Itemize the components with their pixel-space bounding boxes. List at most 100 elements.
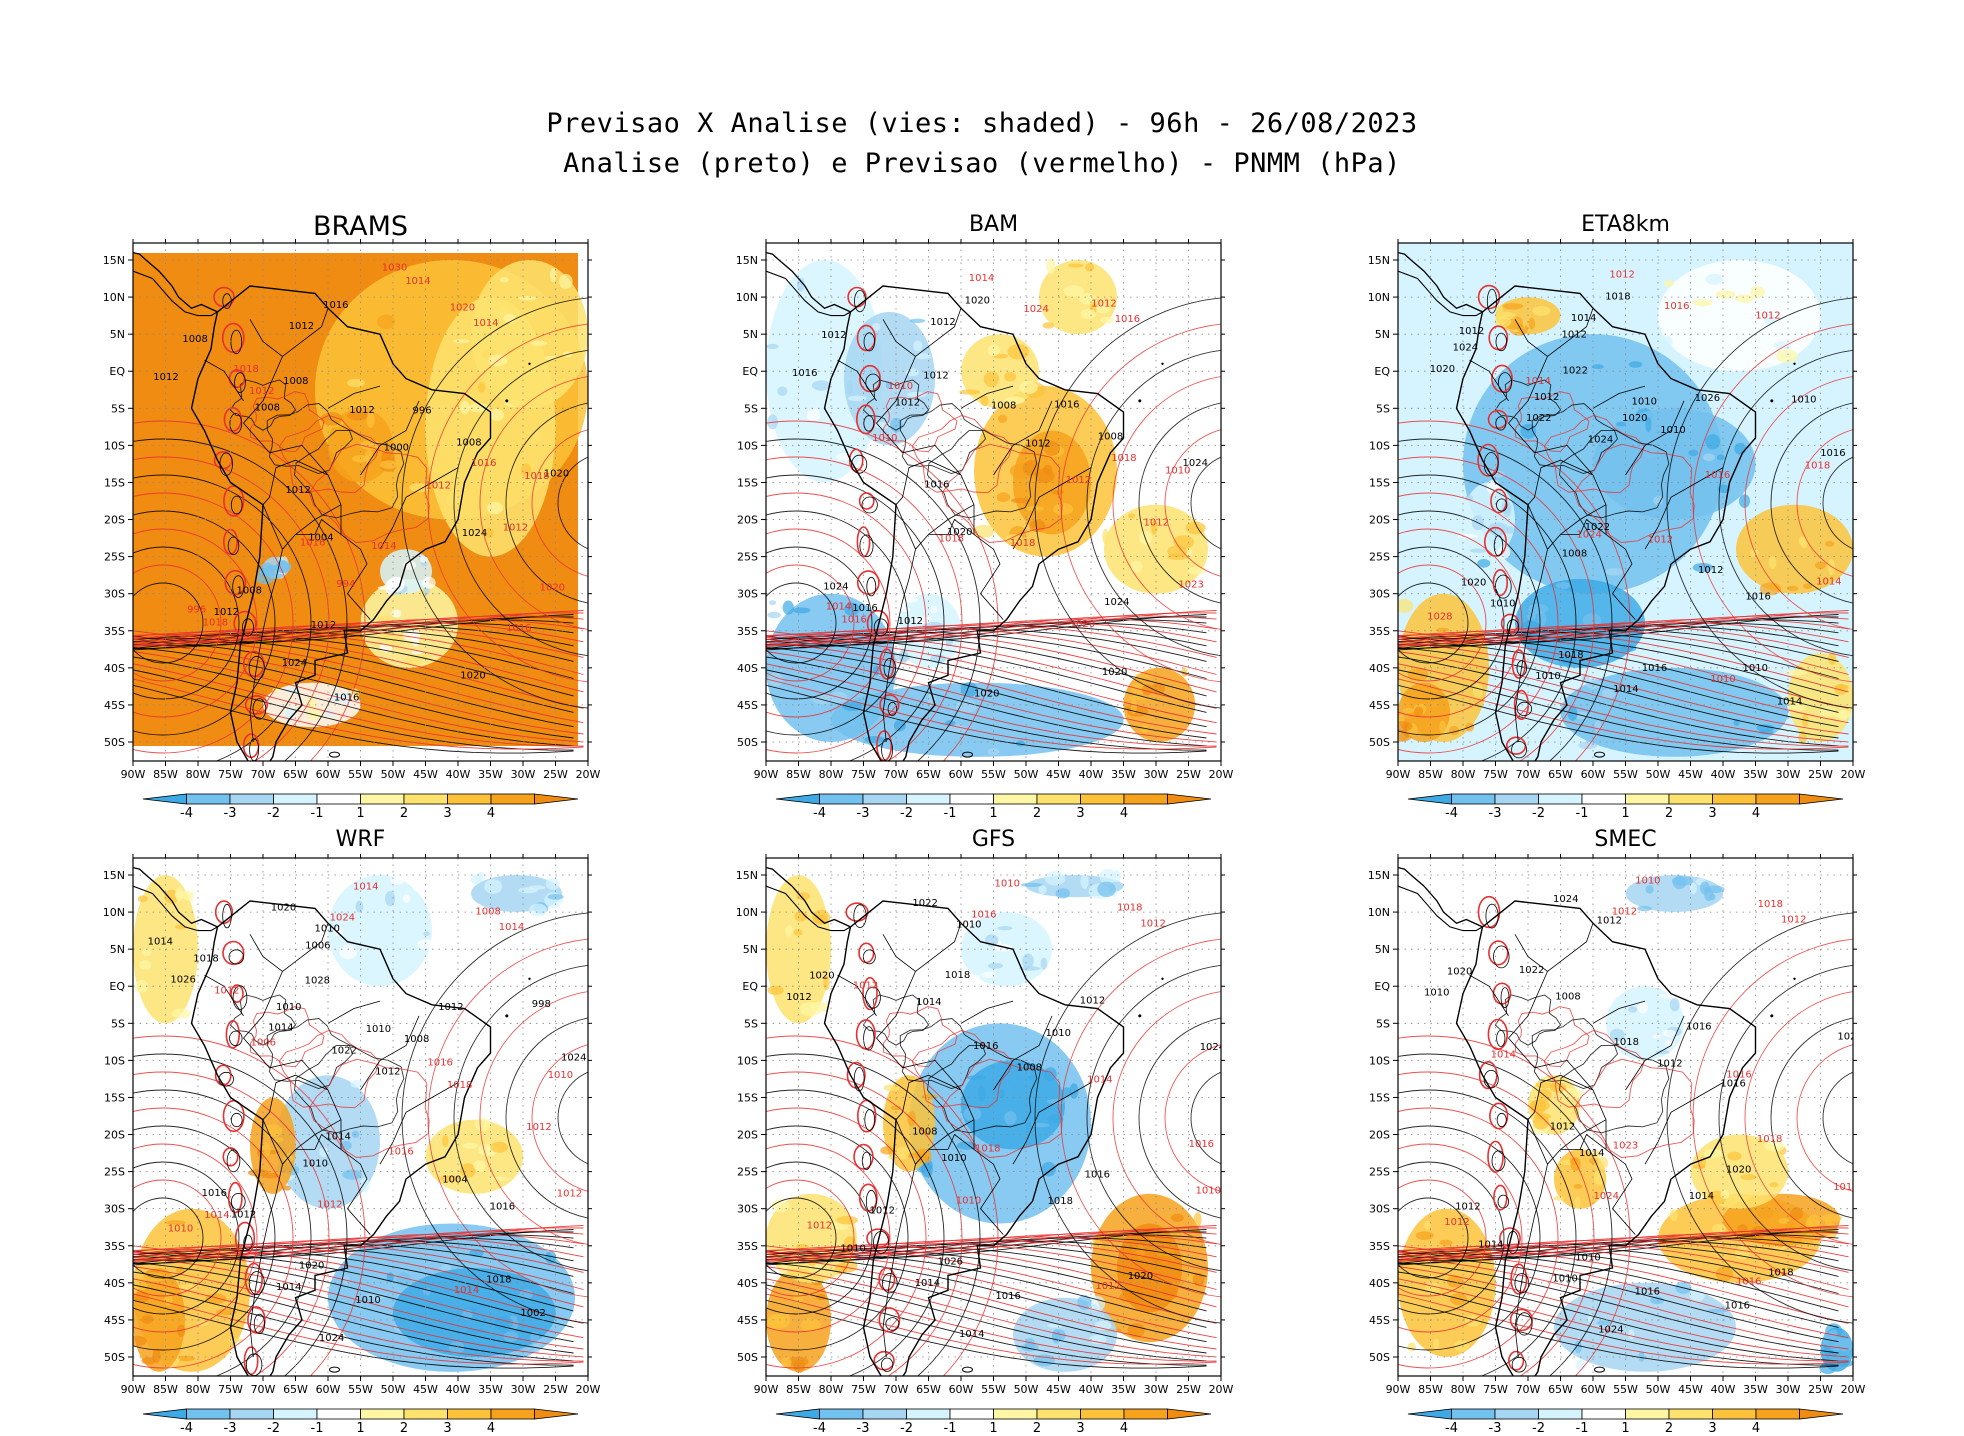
analysis-isobar-label: 1024 xyxy=(1200,1042,1225,1053)
lon-tick-label: 20W xyxy=(1209,1383,1234,1396)
panel-title: SMEC xyxy=(1594,827,1656,852)
lat-tick-label: 5S xyxy=(744,1017,758,1030)
lon-tick-label: 30W xyxy=(1144,768,1169,781)
lon-tick-label: 90W xyxy=(1386,1383,1411,1396)
forecast-isobar-label: 1012 xyxy=(1781,915,1806,926)
analysis-isobar-label: 1010 xyxy=(1490,599,1515,610)
lat-tick-label: 35S xyxy=(737,625,758,638)
forecast-isobar-label: 1018 xyxy=(1010,538,1035,549)
lat-tick-label: 15S xyxy=(104,476,125,489)
colorbar-label: 4 xyxy=(487,806,495,821)
lat-tick-label: EQ xyxy=(109,365,125,378)
analysis-isobar-label: 1020 xyxy=(1447,966,1472,977)
colorbar-arrow-low xyxy=(142,1408,187,1420)
forecast-isobar-label: 1012 xyxy=(426,480,451,491)
analysis-isobar-label: 1010 xyxy=(315,924,340,935)
colorbar-segment xyxy=(1668,793,1713,805)
lat-tick-label: 10N xyxy=(1368,906,1390,919)
analysis-isobar-label: 1010 xyxy=(1660,425,1685,436)
lat-tick-label: 5S xyxy=(1376,402,1390,415)
analysis-isobar-label: 1014 xyxy=(148,937,173,948)
lon-tick-label: 70W xyxy=(884,1383,909,1396)
forecast-isobar-label: 1012 xyxy=(1066,475,1091,486)
analysis-isobar-label: 1018 xyxy=(1605,291,1630,302)
lat-tick-label: 5N xyxy=(1375,943,1390,956)
analysis-isobar-label: 1012 xyxy=(895,397,920,408)
analysis-isobar-label: 1020 xyxy=(965,296,990,307)
lat-tick-label: 35S xyxy=(104,625,125,638)
forecast-isobar-label: 1012 xyxy=(1609,270,1634,281)
colorbar-label: 1 xyxy=(356,1421,364,1436)
lon-tick-label: 30W xyxy=(1776,1383,1801,1396)
forecast-isobar-label: 1012 xyxy=(1095,1281,1120,1292)
colorbar-segment xyxy=(1625,1408,1670,1420)
lat-tick-label: 25S xyxy=(104,551,125,564)
analysis-isobar-label: 1008 xyxy=(404,1034,429,1045)
lon-tick-label: 20W xyxy=(576,1383,601,1396)
lon-tick-label: 90W xyxy=(121,768,146,781)
analysis-isobar-label: 1016 xyxy=(1820,448,1845,459)
analysis-isobar-label: 1016 xyxy=(792,368,817,379)
colorbar-segment xyxy=(1581,793,1626,805)
analysis-isobar-label: 1024 xyxy=(319,1333,344,1344)
coastline xyxy=(823,285,1125,761)
lon-tick-label: 85W xyxy=(153,768,178,781)
lon-tick-label: 70W xyxy=(251,768,276,781)
lon-tick-label: 55W xyxy=(348,768,373,781)
colorbar-arrow-low xyxy=(775,793,820,805)
colorbar-label: 1 xyxy=(989,806,997,821)
analysis-isobar-label: 1018 xyxy=(1768,1267,1793,1278)
forecast-isobar-label: 1012 xyxy=(1612,906,1637,917)
analysis-isobar-label: 1004 xyxy=(308,532,333,543)
colorbar-label: 4 xyxy=(487,1421,495,1436)
colorbar-segment xyxy=(403,1408,448,1420)
forecast-isobar-label: 1018 xyxy=(975,1143,1000,1154)
forecast-isobar-label: 1018 xyxy=(939,534,964,545)
forecast-isobar-label: 1018 xyxy=(1757,1134,1782,1145)
analysis-isobar-label: 1016 xyxy=(490,1201,515,1212)
forecast-isobar-label: 1023 xyxy=(1613,1140,1638,1151)
analysis-isobar-label: 1010 xyxy=(1632,397,1657,408)
lat-tick-label: 40S xyxy=(737,1277,758,1290)
lon-tick-label: 60W xyxy=(316,768,341,781)
forecast-isobar-label: 1010 xyxy=(1196,1185,1221,1196)
lon-tick-label: 60W xyxy=(316,1383,341,1396)
forecast-isobar-label: 1014 xyxy=(473,318,498,329)
colorbar-label: -2 xyxy=(900,1421,913,1436)
analysis-isobar-label: 1010 xyxy=(956,920,981,931)
colorbar: -4 -3 -2 -1 1 2 3 4 xyxy=(142,1408,579,1436)
analysis-isobar-label: 1016 xyxy=(1720,1079,1745,1090)
analysis-isobar-label: 1016 xyxy=(973,1041,998,1052)
forecast-isobar-label: 1014 xyxy=(826,601,851,612)
analysis-isobar-label: 1022 xyxy=(1585,522,1610,533)
colorbar-segment xyxy=(1755,1408,1800,1420)
analysis-isobar-label: 1018 xyxy=(1048,1196,1073,1207)
forecast-isobar-label: 1018 xyxy=(524,471,549,482)
analysis-isobar-label: 1024 xyxy=(561,1052,586,1063)
forecast-isobar-label: 1018 xyxy=(1758,899,1783,910)
forecast-isobar-label: 1014 xyxy=(371,541,396,552)
lon-tick-label: 25W xyxy=(1808,1383,1833,1396)
analysis-isobar-label: 1028 xyxy=(305,975,330,986)
analysis-isobar-label: 1010 xyxy=(366,1024,391,1035)
forecast-isobar-label: 1012 xyxy=(1755,311,1780,322)
analysis-isobar-label: 1018 xyxy=(486,1275,511,1286)
colorbar-arrow-low xyxy=(775,1408,820,1420)
analysis-isobar-label: 1016 xyxy=(1686,1022,1711,1033)
lon-tick-label: 25W xyxy=(543,1383,568,1396)
lon-tick-label: 25W xyxy=(1176,768,1201,781)
analysis-isobar-label: 1012 xyxy=(1534,392,1559,403)
colorbar-label: -1 xyxy=(944,1421,957,1436)
lon-tick-label: 40W xyxy=(1711,768,1736,781)
lon-tick-label: 25W xyxy=(1808,768,1833,781)
lat-tick-label: 5N xyxy=(743,943,758,956)
forecast-isobar-label: 1010 xyxy=(548,1070,573,1081)
lon-tick-label: 50W xyxy=(1646,768,1671,781)
lon-tick-label: 45W xyxy=(1046,768,1071,781)
colorbar-segment xyxy=(1712,793,1757,805)
analysis-isobar-label: 1020 xyxy=(1461,577,1486,588)
colorbar-label: 2 xyxy=(1665,1421,1673,1436)
lon-tick-label: 90W xyxy=(754,768,779,781)
